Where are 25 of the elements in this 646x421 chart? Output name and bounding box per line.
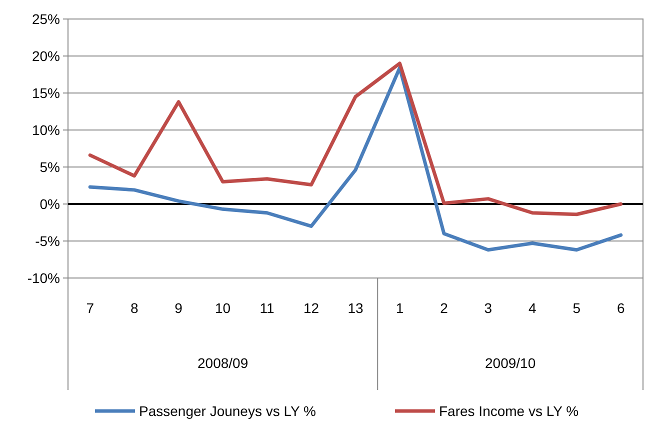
y-tick-label: 0% — [40, 196, 60, 212]
x-tick-label: 5 — [572, 300, 581, 316]
y-tick-label: -10% — [27, 270, 60, 286]
x-tick-label: 8 — [130, 300, 138, 316]
y-tick-label: 20% — [32, 48, 60, 64]
y-tick-label: 5% — [40, 158, 60, 175]
x-tick-label: 1 — [396, 300, 404, 316]
x-tick-label: 10 — [215, 300, 231, 316]
x-tick-label: 4 — [528, 300, 537, 316]
text: 2008/09 — [198, 355, 248, 371]
x-tick-label: 7 — [86, 300, 94, 316]
y-tick-label: 10% — [32, 122, 60, 138]
x-tick-label: 11 — [260, 300, 275, 316]
legend-label: Passenger Jouneys vs LY % — [139, 402, 316, 419]
x-tick-label: 12 — [303, 300, 320, 316]
x-tick-label: 3 — [484, 300, 492, 316]
x-tick-label: 9 — [174, 300, 183, 316]
y-tick-label: 25% — [32, 10, 60, 27]
legend-label: Fares Income vs LY % — [439, 402, 579, 419]
x-tick-label: 13 — [348, 300, 364, 316]
x-tick-label: 6 — [616, 300, 625, 316]
y-tick-label: 15% — [32, 84, 60, 101]
y-tick-label: -5% — [35, 232, 60, 249]
text: 2009/10 — [485, 355, 536, 371]
x-tick-label: 2 — [440, 300, 448, 316]
